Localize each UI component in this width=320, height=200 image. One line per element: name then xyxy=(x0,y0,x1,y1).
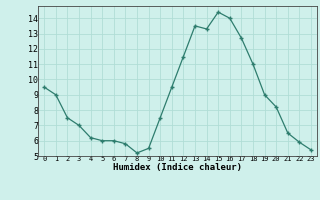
X-axis label: Humidex (Indice chaleur): Humidex (Indice chaleur) xyxy=(113,163,242,172)
